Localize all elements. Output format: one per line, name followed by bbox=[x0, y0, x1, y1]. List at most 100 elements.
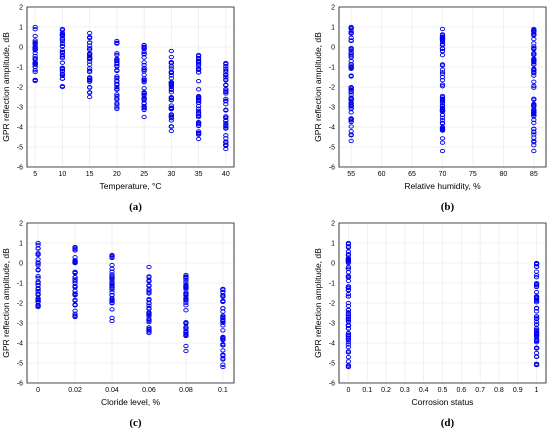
data-point bbox=[533, 273, 540, 278]
data-point bbox=[533, 328, 540, 334]
x-tick-label: 0.08 bbox=[179, 387, 193, 394]
data-point bbox=[531, 52, 537, 57]
data-point bbox=[141, 49, 147, 54]
data-point bbox=[348, 129, 354, 134]
data-point bbox=[533, 305, 540, 311]
data-point bbox=[345, 307, 352, 313]
y-tick-label: 1 bbox=[331, 25, 335, 32]
panel-caption: (b) bbox=[441, 201, 455, 213]
data-point bbox=[141, 55, 147, 60]
data-point bbox=[109, 315, 115, 321]
data-point bbox=[223, 88, 229, 93]
data-point bbox=[348, 96, 354, 101]
data-point bbox=[168, 124, 175, 129]
y-tick-label: -5 bbox=[17, 145, 23, 152]
data-point bbox=[35, 263, 41, 268]
data-point bbox=[531, 62, 537, 67]
data-point bbox=[168, 87, 175, 93]
y-tick-label: 2 bbox=[331, 5, 335, 12]
data-point bbox=[109, 290, 115, 295]
plot-border bbox=[338, 222, 547, 384]
x-tick-label: 0 bbox=[346, 387, 350, 394]
data-point bbox=[195, 78, 202, 84]
y-tick-label: -2 bbox=[329, 301, 335, 308]
data-point bbox=[439, 34, 446, 39]
data-point bbox=[168, 60, 175, 65]
y-tick-label: 1 bbox=[19, 25, 23, 32]
data-point bbox=[195, 123, 202, 129]
data-point bbox=[86, 85, 93, 90]
data-point bbox=[86, 47, 93, 52]
data-point bbox=[348, 50, 354, 55]
data-point bbox=[348, 52, 354, 57]
data-point bbox=[533, 337, 540, 342]
data-point bbox=[183, 275, 189, 281]
data-point bbox=[114, 58, 120, 64]
data-point bbox=[345, 264, 352, 270]
y-tick-label: -5 bbox=[17, 361, 23, 368]
data-point bbox=[114, 68, 120, 74]
data-point bbox=[223, 91, 229, 96]
data-point bbox=[141, 105, 147, 111]
data-point bbox=[86, 30, 93, 36]
data-point bbox=[35, 257, 41, 262]
data-point bbox=[146, 288, 152, 293]
data-point bbox=[183, 293, 189, 298]
data-point bbox=[439, 101, 446, 106]
data-point bbox=[32, 27, 38, 32]
data-point bbox=[86, 40, 93, 45]
data-point bbox=[533, 296, 540, 301]
data-point bbox=[439, 63, 446, 68]
data-point bbox=[531, 45, 537, 51]
data-point bbox=[59, 26, 66, 32]
y-tick-label: -1 bbox=[17, 281, 23, 288]
data-point bbox=[146, 290, 152, 295]
data-point bbox=[109, 287, 115, 292]
data-point bbox=[348, 31, 354, 36]
data-point bbox=[146, 319, 152, 325]
data-point bbox=[109, 300, 115, 305]
data-point bbox=[348, 110, 354, 115]
data-point bbox=[183, 279, 189, 284]
data-point bbox=[32, 24, 38, 30]
data-point bbox=[531, 102, 537, 108]
data-point bbox=[345, 294, 352, 299]
data-point bbox=[533, 298, 540, 304]
y-tick-label: -5 bbox=[329, 145, 335, 152]
data-point bbox=[146, 264, 152, 270]
data-point bbox=[109, 307, 115, 312]
x-tick-label: 85 bbox=[530, 171, 538, 178]
data-point bbox=[531, 148, 537, 154]
data-point bbox=[348, 74, 354, 79]
data-point bbox=[439, 42, 446, 48]
data-point bbox=[195, 113, 202, 118]
data-point bbox=[345, 285, 352, 291]
data-point bbox=[220, 348, 226, 353]
data-point bbox=[146, 327, 152, 332]
data-point bbox=[531, 117, 537, 122]
data-point bbox=[86, 55, 93, 60]
data-point bbox=[195, 131, 202, 136]
data-point bbox=[220, 334, 226, 340]
data-point bbox=[345, 337, 352, 342]
data-point bbox=[141, 45, 147, 50]
data-point bbox=[348, 66, 354, 72]
data-point bbox=[223, 82, 229, 87]
y-axis-label: GPR reflection amplitude, dB bbox=[313, 32, 323, 142]
data-point bbox=[114, 76, 120, 81]
data-point bbox=[59, 60, 66, 65]
data-point bbox=[345, 335, 352, 341]
data-point bbox=[345, 292, 352, 297]
data-point bbox=[109, 298, 115, 304]
data-point bbox=[72, 255, 78, 260]
y-tick-label: -2 bbox=[329, 85, 335, 92]
data-point bbox=[439, 84, 446, 89]
y-tick-label: -2 bbox=[17, 85, 23, 92]
data-point bbox=[72, 270, 78, 275]
x-tick-label: 0.5 bbox=[438, 387, 448, 394]
data-point bbox=[168, 97, 175, 102]
data-point bbox=[195, 63, 202, 68]
data-point bbox=[439, 48, 446, 54]
data-point bbox=[439, 136, 446, 141]
data-point bbox=[531, 79, 537, 84]
